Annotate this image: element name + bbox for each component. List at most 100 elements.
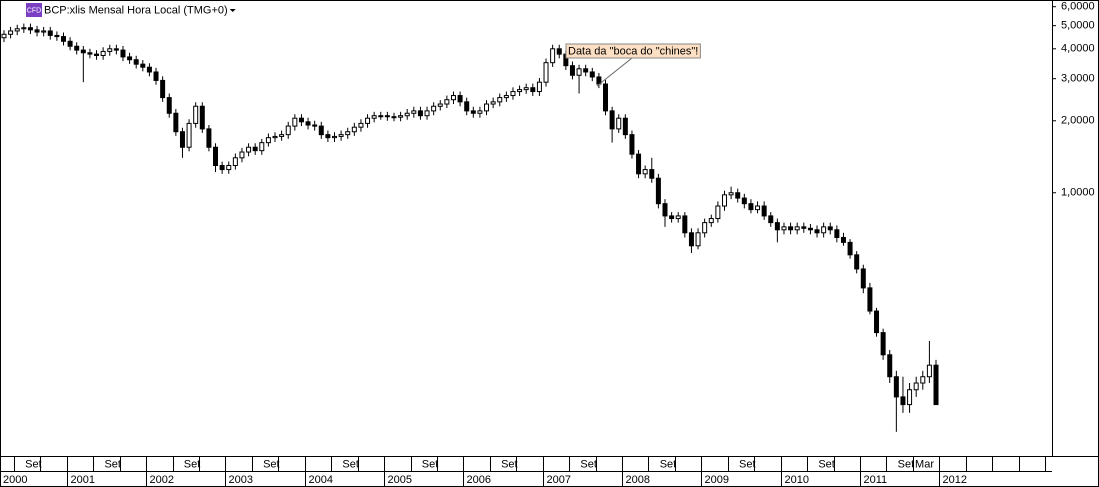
year-label: 2011: [864, 474, 888, 486]
candle-body: [332, 135, 337, 139]
candle-body: [702, 222, 708, 234]
candle-body: [821, 226, 827, 234]
candle-body: [431, 105, 437, 112]
candle-body: [827, 226, 833, 231]
candle-body: [94, 53, 100, 57]
candle-body: [464, 101, 470, 112]
candle-body: [583, 68, 589, 73]
year-label: 2010: [785, 474, 809, 486]
candle-body: [80, 49, 86, 54]
year-label: 2003: [229, 474, 253, 486]
candle-body: [113, 48, 119, 51]
candle-body: [14, 28, 20, 32]
candle-body: [41, 30, 47, 33]
candle-body: [933, 364, 939, 406]
y-tick-label: 6,0000: [1061, 1, 1095, 13]
candle-body: [920, 376, 926, 384]
x-tick-label: Set: [660, 458, 677, 470]
candle-body: [847, 241, 853, 256]
year-label: 2002: [150, 474, 174, 486]
title-dropdown-arrow[interactable]: [229, 9, 236, 12]
candle-body: [47, 30, 53, 36]
candle-body: [160, 79, 166, 99]
year-label: 2005: [388, 474, 412, 486]
year-label: 2000: [3, 474, 27, 486]
candle-body: [688, 232, 694, 247]
candle-body: [662, 203, 668, 217]
candle-body: [887, 354, 893, 378]
candle-body: [695, 232, 701, 247]
candle-body: [768, 215, 774, 224]
annotation-box[interactable]: [565, 43, 701, 59]
candle-body: [457, 95, 463, 103]
candle-body: [325, 134, 331, 139]
candle-body: [629, 134, 635, 155]
candle-body: [609, 110, 615, 130]
year-label: 2001: [71, 474, 95, 486]
year-label: 2012: [943, 474, 967, 486]
candle-body: [814, 229, 820, 234]
candle-body: [199, 105, 205, 130]
candle-body: [497, 97, 503, 103]
candle-body: [226, 165, 232, 171]
candle-body: [27, 27, 33, 31]
candle-body: [636, 153, 642, 175]
candle-body: [761, 205, 767, 217]
x-tick-label: Set: [898, 458, 915, 470]
candle-body: [781, 226, 787, 231]
candle-body: [490, 101, 496, 105]
year-label: 2004: [309, 474, 333, 486]
year-label: 2009: [705, 474, 729, 486]
x-tick-label: Set: [580, 458, 597, 470]
candle-body: [107, 48, 113, 52]
x-tick-label: Set: [739, 458, 756, 470]
candle-body: [371, 115, 377, 119]
candle-body: [774, 222, 780, 231]
candle-body: [860, 268, 866, 289]
candle-body: [378, 115, 384, 118]
candle-body: [669, 215, 675, 220]
x-tick-label: Mar: [915, 458, 934, 470]
y-tick-label: 3,0000: [1061, 73, 1095, 85]
candle-body: [715, 205, 721, 220]
candle-body: [450, 95, 456, 101]
candle-body: [1, 33, 7, 39]
annotation-pointer: [596, 57, 633, 87]
candle-body: [298, 117, 304, 123]
candle-body: [166, 97, 172, 114]
candle-body: [8, 30, 14, 35]
candle-body: [444, 99, 450, 105]
y-tick-label: 5,0000: [1061, 20, 1095, 32]
candle-body: [616, 117, 622, 130]
candle-body: [179, 131, 185, 148]
candle-body: [186, 122, 192, 148]
candle-body: [655, 177, 661, 205]
y-tick-label: 2,0000: [1061, 115, 1095, 127]
candle-body: [589, 71, 595, 78]
candle-body: [536, 81, 542, 93]
candle-body: [880, 332, 886, 356]
candle-body: [801, 226, 807, 229]
candle-body: [358, 122, 364, 128]
cfd-icon[interactable]: [26, 3, 42, 17]
candle-body: [470, 110, 476, 114]
candle-body: [728, 192, 734, 196]
candle-body: [285, 125, 291, 136]
candle-body: [252, 146, 258, 152]
candle-body: [219, 165, 225, 171]
chart-title[interactable]: BCP:xlis Mensal Hora Local (TMG+0): [44, 4, 228, 16]
candle-body: [484, 103, 490, 112]
candle-body: [755, 205, 761, 211]
candle-body: [54, 34, 60, 38]
candle-body: [140, 63, 146, 68]
candle-body: [193, 105, 199, 124]
candle-body: [569, 65, 575, 76]
candle-body: [87, 52, 93, 55]
candle-body: [794, 226, 800, 231]
year-label: 2008: [626, 474, 650, 486]
candle-body: [213, 146, 219, 167]
candle-body: [279, 134, 285, 137]
candle-body: [840, 236, 846, 243]
candle-body: [153, 71, 159, 81]
